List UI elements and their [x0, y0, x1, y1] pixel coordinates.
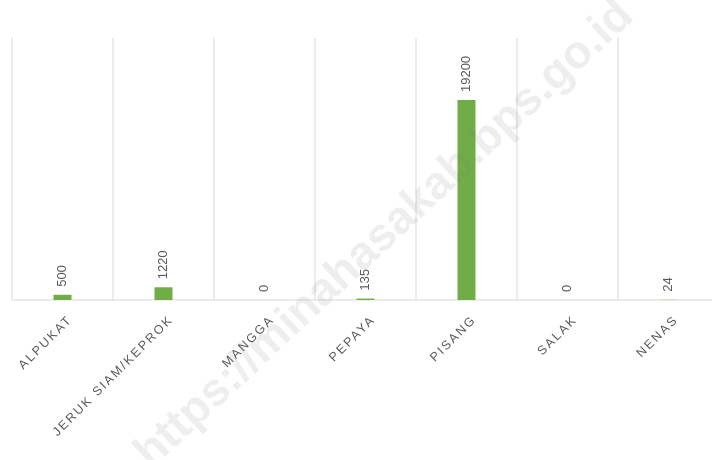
data-label: 0: [559, 285, 574, 292]
bar: [53, 294, 72, 300]
x-tick-label: SALAK: [534, 313, 579, 358]
x-tick-label: PISANG: [427, 313, 479, 365]
bar: [356, 298, 375, 300]
data-label: 500: [54, 265, 69, 287]
x-tick-label: PEPAYA: [326, 313, 378, 365]
bar: [154, 287, 173, 300]
x-tick-label: NENAS: [634, 313, 681, 360]
watermark: https://minahasakab.bps.go.id: [123, 0, 643, 460]
x-tick-label: ALPUKAT: [16, 313, 75, 372]
data-label: 24: [660, 277, 675, 291]
data-label: 1220: [155, 250, 170, 279]
data-label: 19200: [458, 56, 473, 92]
data-label: 0: [256, 285, 271, 292]
bar: [457, 100, 476, 300]
data-label: 135: [357, 269, 372, 291]
